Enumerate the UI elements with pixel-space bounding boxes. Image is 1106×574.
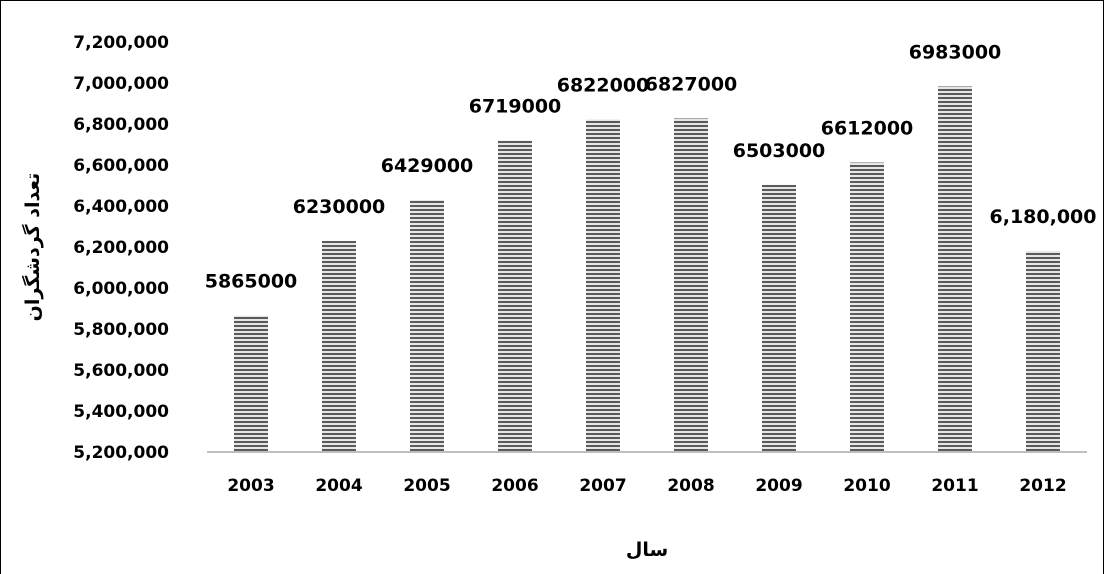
x-tick-label: 2010 xyxy=(843,476,890,496)
y-tick-label: 7,000,000 xyxy=(73,74,169,94)
data-label: 6827000 xyxy=(645,73,738,95)
x-tick-label: 2012 xyxy=(1019,476,1066,496)
bar xyxy=(938,86,972,453)
x-axis-title: سال xyxy=(626,539,668,561)
data-label: 6719000 xyxy=(469,96,562,118)
y-tick-label: 6,600,000 xyxy=(73,156,169,176)
bar xyxy=(762,184,796,452)
data-labels: 5865000 6230000 6429000 6719000682200068270… xyxy=(205,41,1097,292)
x-tick-label: 2003 xyxy=(227,476,274,496)
x-tick-label: 2006 xyxy=(491,476,538,496)
y-tick-label: 5,800,000 xyxy=(73,320,169,340)
x-tick-label: 2011 xyxy=(931,476,978,496)
x-axis-tick-labels: 2003 2004 2005 2006 2007 2008 2009 2010 2011 2012 xyxy=(227,476,1066,496)
bar xyxy=(586,119,620,453)
data-label: 6230000 xyxy=(293,196,386,218)
bar xyxy=(1026,251,1060,452)
y-tick-label: 7,200,000 xyxy=(73,33,169,53)
data-label: 6503000 xyxy=(733,140,826,162)
y-tick-label: 6,200,000 xyxy=(73,238,169,258)
y-tick-label: 5,400,000 xyxy=(73,402,169,422)
x-tick-label: 2008 xyxy=(667,476,714,496)
y-tick-label: 6,400,000 xyxy=(73,197,169,217)
bar xyxy=(498,140,532,453)
data-label: 6429000 xyxy=(381,155,474,177)
bar xyxy=(674,118,708,452)
data-label: 6983000 xyxy=(909,41,1002,63)
y-axis-tick-labels: 5,200,000 5,400,000 5,600,000 5,800,000 6,00… xyxy=(73,33,169,463)
y-axis-title: تعداد گردشگران xyxy=(21,173,44,322)
bars xyxy=(234,86,1060,453)
x-tick-label: 2004 xyxy=(315,476,362,496)
y-tick-label: 5,600,000 xyxy=(73,361,169,381)
data-label: 6,180,000 xyxy=(990,206,1097,228)
bar xyxy=(850,162,884,453)
bar xyxy=(410,200,444,452)
x-tick-label: 2005 xyxy=(403,476,450,496)
bar xyxy=(234,315,268,452)
data-label: 6822000 xyxy=(557,74,650,96)
data-label: 6612000 xyxy=(821,118,914,140)
y-tick-label: 6,800,000 xyxy=(73,115,169,135)
x-tick-label: 2009 xyxy=(755,476,802,496)
x-tick-label: 2007 xyxy=(579,476,626,496)
bar xyxy=(322,240,356,452)
y-tick-label: 6,000,000 xyxy=(73,279,169,299)
y-tick-label: 5,200,000 xyxy=(73,443,169,463)
data-label: 5865000 xyxy=(205,271,298,293)
